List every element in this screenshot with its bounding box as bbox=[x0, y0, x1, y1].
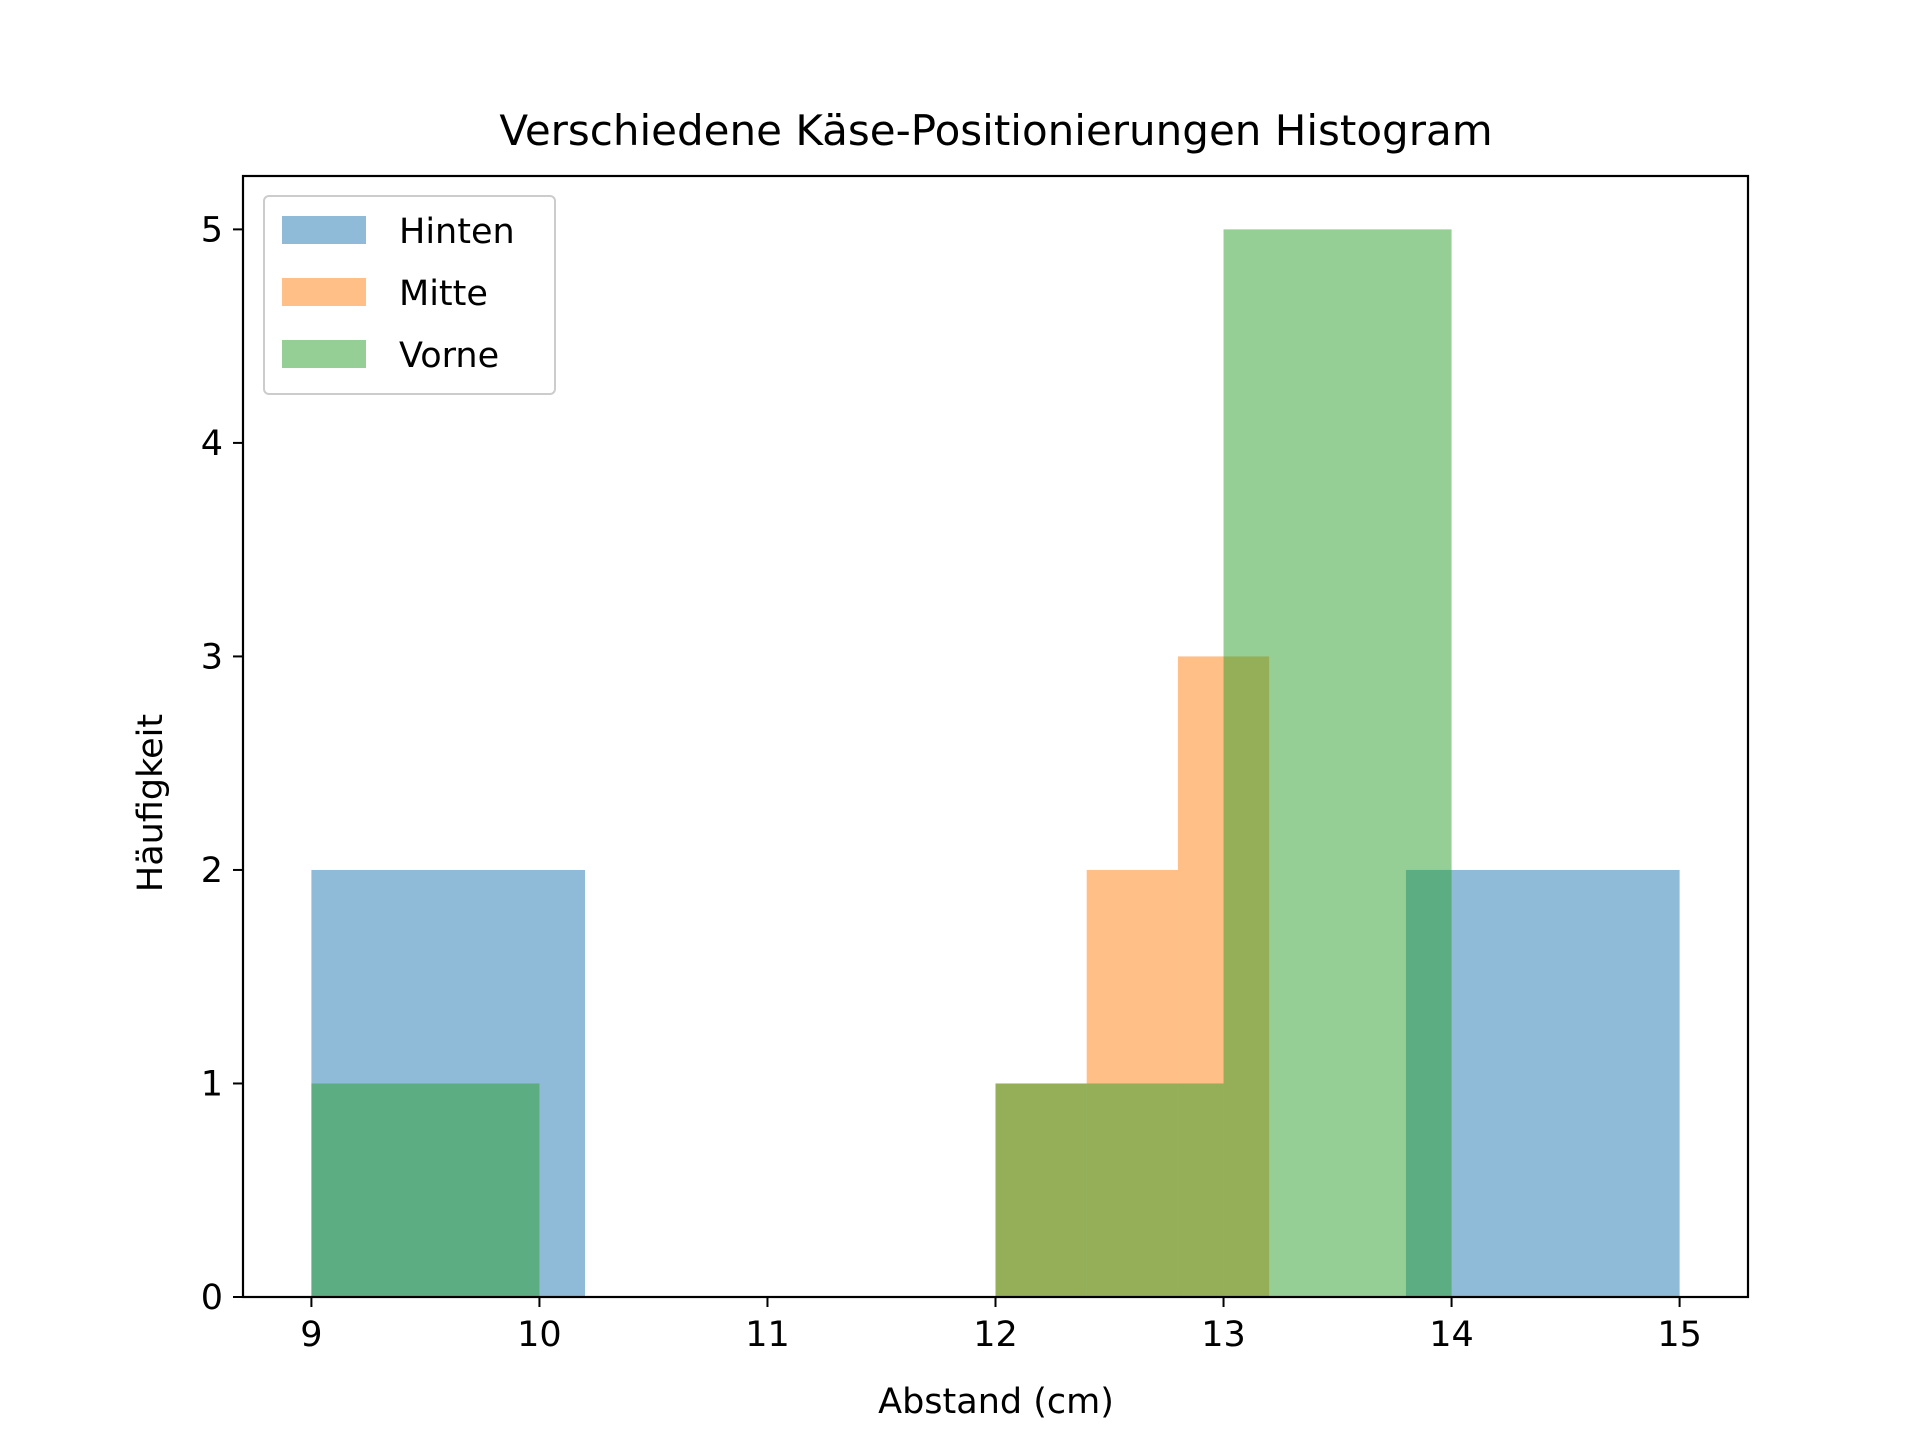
legend-swatch-hinten bbox=[282, 216, 366, 244]
bar-hinten-1 bbox=[1405, 869, 1680, 1297]
y-tick-label: 1 bbox=[201, 1064, 223, 1104]
x-tick-label: 12 bbox=[973, 1315, 1018, 1355]
y-tick-label: 0 bbox=[201, 1278, 223, 1318]
y-tick-label: 2 bbox=[201, 851, 223, 891]
y-tick-label: 3 bbox=[201, 637, 223, 677]
legend-swatch-mitte bbox=[282, 278, 366, 306]
x-axis-label: Abstand (cm) bbox=[878, 1382, 1114, 1422]
legend-label-mitte: Mitte bbox=[399, 274, 488, 314]
y-axis-label: Häufigkeit bbox=[131, 714, 171, 892]
legend-swatch-vorne bbox=[282, 340, 366, 368]
x-tick-label: 15 bbox=[1657, 1315, 1702, 1355]
x-tick-label: 11 bbox=[745, 1315, 790, 1355]
x-tick-label: 9 bbox=[300, 1315, 322, 1355]
bar-vorne-0 bbox=[311, 1083, 540, 1297]
chart-title: Verschiedene Käse-Positionierungen Histo… bbox=[499, 106, 1492, 155]
y-axis-ticks: 0 1 2 3 4 5 bbox=[201, 210, 243, 1318]
y-tick-label: 4 bbox=[201, 424, 223, 464]
x-tick-label: 14 bbox=[1429, 1315, 1474, 1355]
x-tick-label: 10 bbox=[517, 1315, 562, 1355]
bar-vorne-2 bbox=[1223, 229, 1452, 1297]
legend-label-hinten: Hinten bbox=[399, 212, 515, 252]
legend: Hinten Mitte Vorne bbox=[263, 195, 556, 395]
bar-vorne-1 bbox=[995, 1083, 1224, 1297]
x-axis-ticks: 9 10 11 12 13 14 15 bbox=[300, 1297, 1702, 1355]
y-tick-label: 5 bbox=[201, 210, 223, 250]
x-tick-label: 13 bbox=[1201, 1315, 1246, 1355]
legend-label-vorne: Vorne bbox=[399, 336, 499, 376]
bars-layer bbox=[311, 229, 1680, 1297]
